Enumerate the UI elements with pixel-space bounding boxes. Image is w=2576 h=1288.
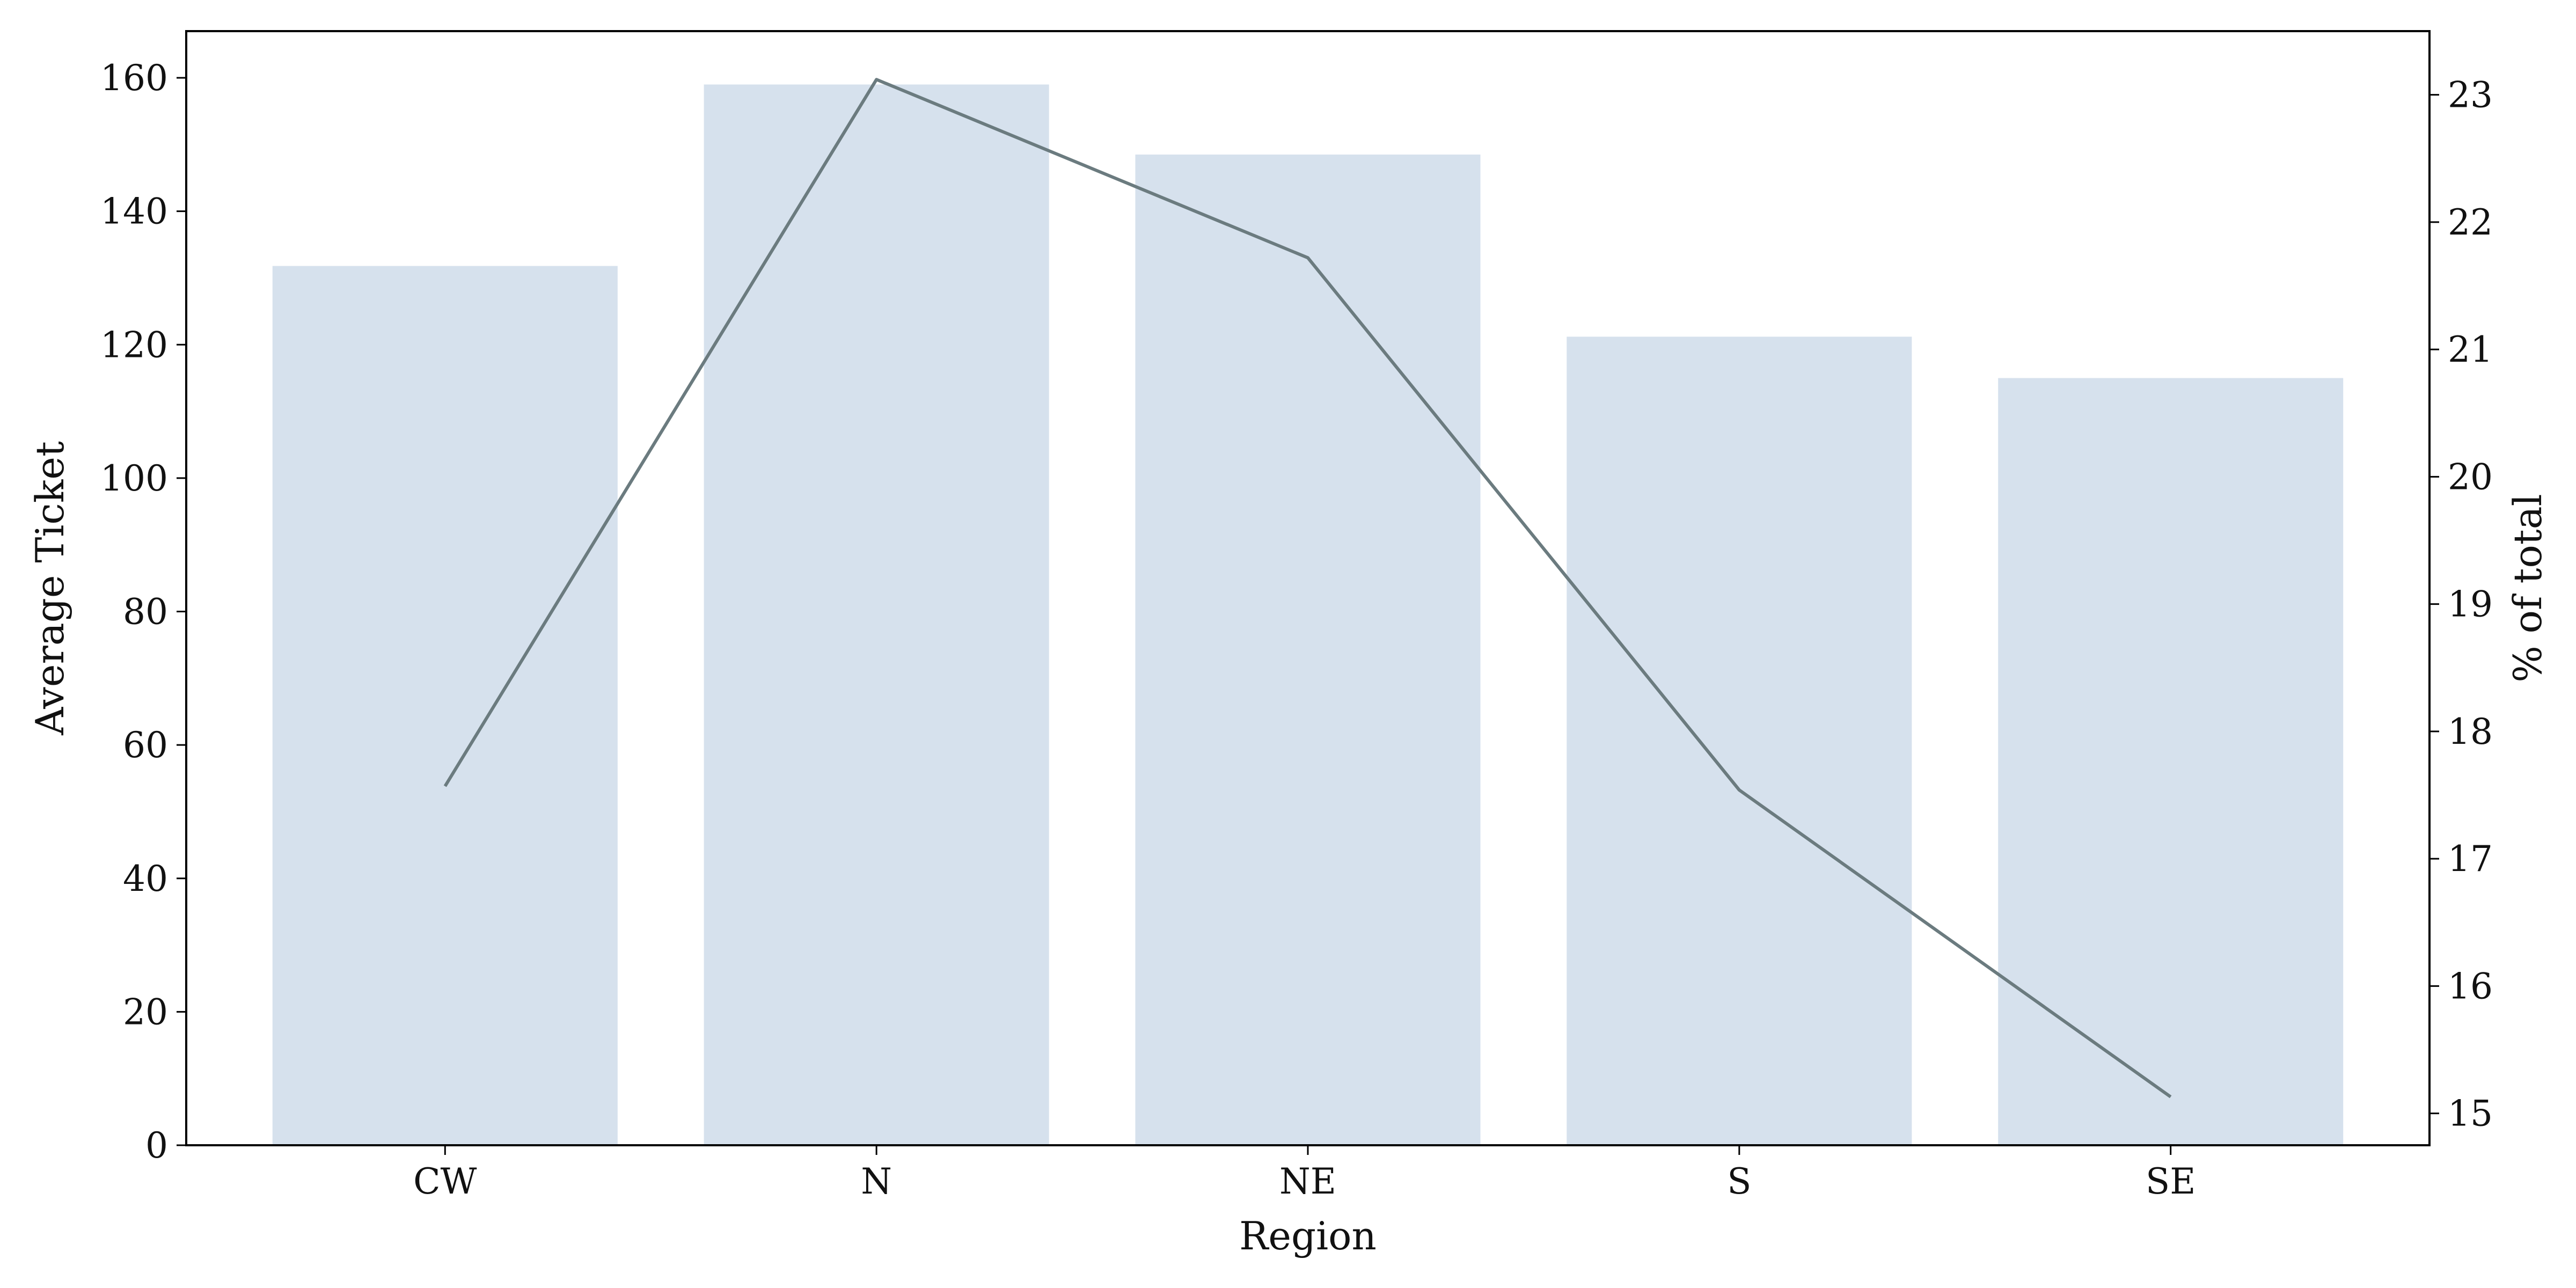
y-tick-label: 120 (100, 324, 168, 365)
x-tick-label: SE (2146, 1161, 2196, 1202)
y2-tick-label: 20 (2448, 456, 2493, 497)
y-tick-label: 140 (100, 191, 168, 232)
y-tick-label: 100 (100, 458, 168, 499)
line-series-layer (443, 78, 2172, 1099)
y-tick-label: 80 (123, 591, 168, 633)
y2-tick-label: 23 (2448, 75, 2493, 116)
bar-n (704, 84, 1049, 1145)
y2-tick-label: 16 (2448, 965, 2493, 1007)
bar-s (1567, 336, 1912, 1145)
y-axis-right: 15 16 17 18 19 20 21 22 23 (2429, 75, 2493, 1135)
y-axis-left: 0 20 40 60 80 100 120 140 160 (100, 57, 186, 1166)
y-tick-label: 20 (123, 991, 168, 1033)
x-tick-label: S (1727, 1161, 1751, 1202)
bar-cw (272, 266, 618, 1145)
y2-axis-label: % of total (2505, 494, 2550, 682)
y2-tick-label: 17 (2448, 838, 2493, 880)
y-tick-label: 60 (123, 724, 168, 766)
x-tick-label: NE (1279, 1161, 1336, 1202)
x-tick-label: N (861, 1161, 892, 1202)
x-axis-label: Region (1239, 1213, 1377, 1258)
y2-tick-label: 22 (2448, 202, 2493, 243)
y2-tick-label: 19 (2448, 584, 2493, 625)
bar-ne (1135, 154, 1481, 1145)
x-tick-label: CW (413, 1161, 477, 1202)
bars-layer (272, 84, 2344, 1145)
y2-tick-label: 15 (2448, 1093, 2493, 1135)
bar-se (1998, 378, 2344, 1145)
y-axis-label: Average Ticket (27, 441, 72, 736)
y-tick-label: 0 (145, 1125, 168, 1166)
y-tick-label: 40 (123, 858, 168, 899)
x-axis: CW N NE S SE (413, 1145, 2196, 1202)
y2-tick-label: 21 (2448, 329, 2493, 370)
y-tick-label: 160 (100, 57, 168, 99)
share-line (443, 78, 2172, 1099)
y2-tick-label: 18 (2448, 711, 2493, 752)
